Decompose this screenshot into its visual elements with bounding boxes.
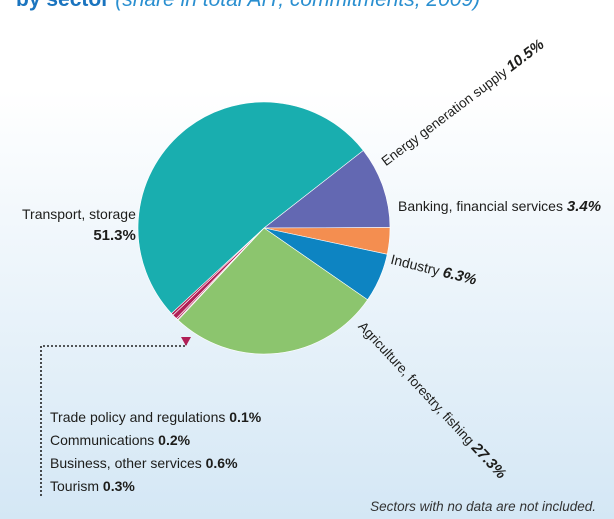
small-sector-pct: 0.1% [229,409,262,425]
pie-slice-energy-generation-supply [263,150,391,229]
label-banking-name: Banking, financial services [398,198,563,214]
pie-slice-transport-storage [137,101,364,314]
small-sector-pct: 0.3% [102,478,135,494]
small-sector-pct: 0.2% [158,432,191,448]
small-sector-item: Tourism 0.3% [50,475,261,498]
pie-slices [137,101,391,355]
small-sector-name: Communications [50,432,155,448]
label-transport: Transport, storage 51.3% [22,203,136,247]
label-transport-pct: 51.3% [93,227,136,244]
small-sector-item: Communications 0.2% [50,429,261,452]
small-sectors-arrow [181,337,191,346]
small-sector-name: Business, other services [50,455,202,471]
label-transport-name: Transport, storage [22,206,136,222]
chart-title-rest: (share in total AfT, commitments, 2009) [109,0,480,11]
pie-slice-agriculture-forestry-fishing [177,227,368,355]
chart-title-bold: by sector [16,0,109,11]
chart-title: by sector (share in total AfT, commitmen… [16,0,480,12]
label-banking: Banking, financial services 3.4% [398,198,601,215]
footnote: Sectors with no data are not included. [370,499,596,514]
small-sector-name: Tourism [50,478,100,494]
small-sector-item: Business, other services 0.6% [50,452,261,475]
small-sector-item: Trade policy and regulations 0.1% [50,406,261,429]
small-sector-name: Trade policy and regulations [50,409,226,425]
small-sector-pct: 0.6% [205,455,238,471]
small-sectors-list: Trade policy and regulations 0.1% Commun… [50,406,261,498]
label-banking-pct: 3.4% [566,198,602,215]
